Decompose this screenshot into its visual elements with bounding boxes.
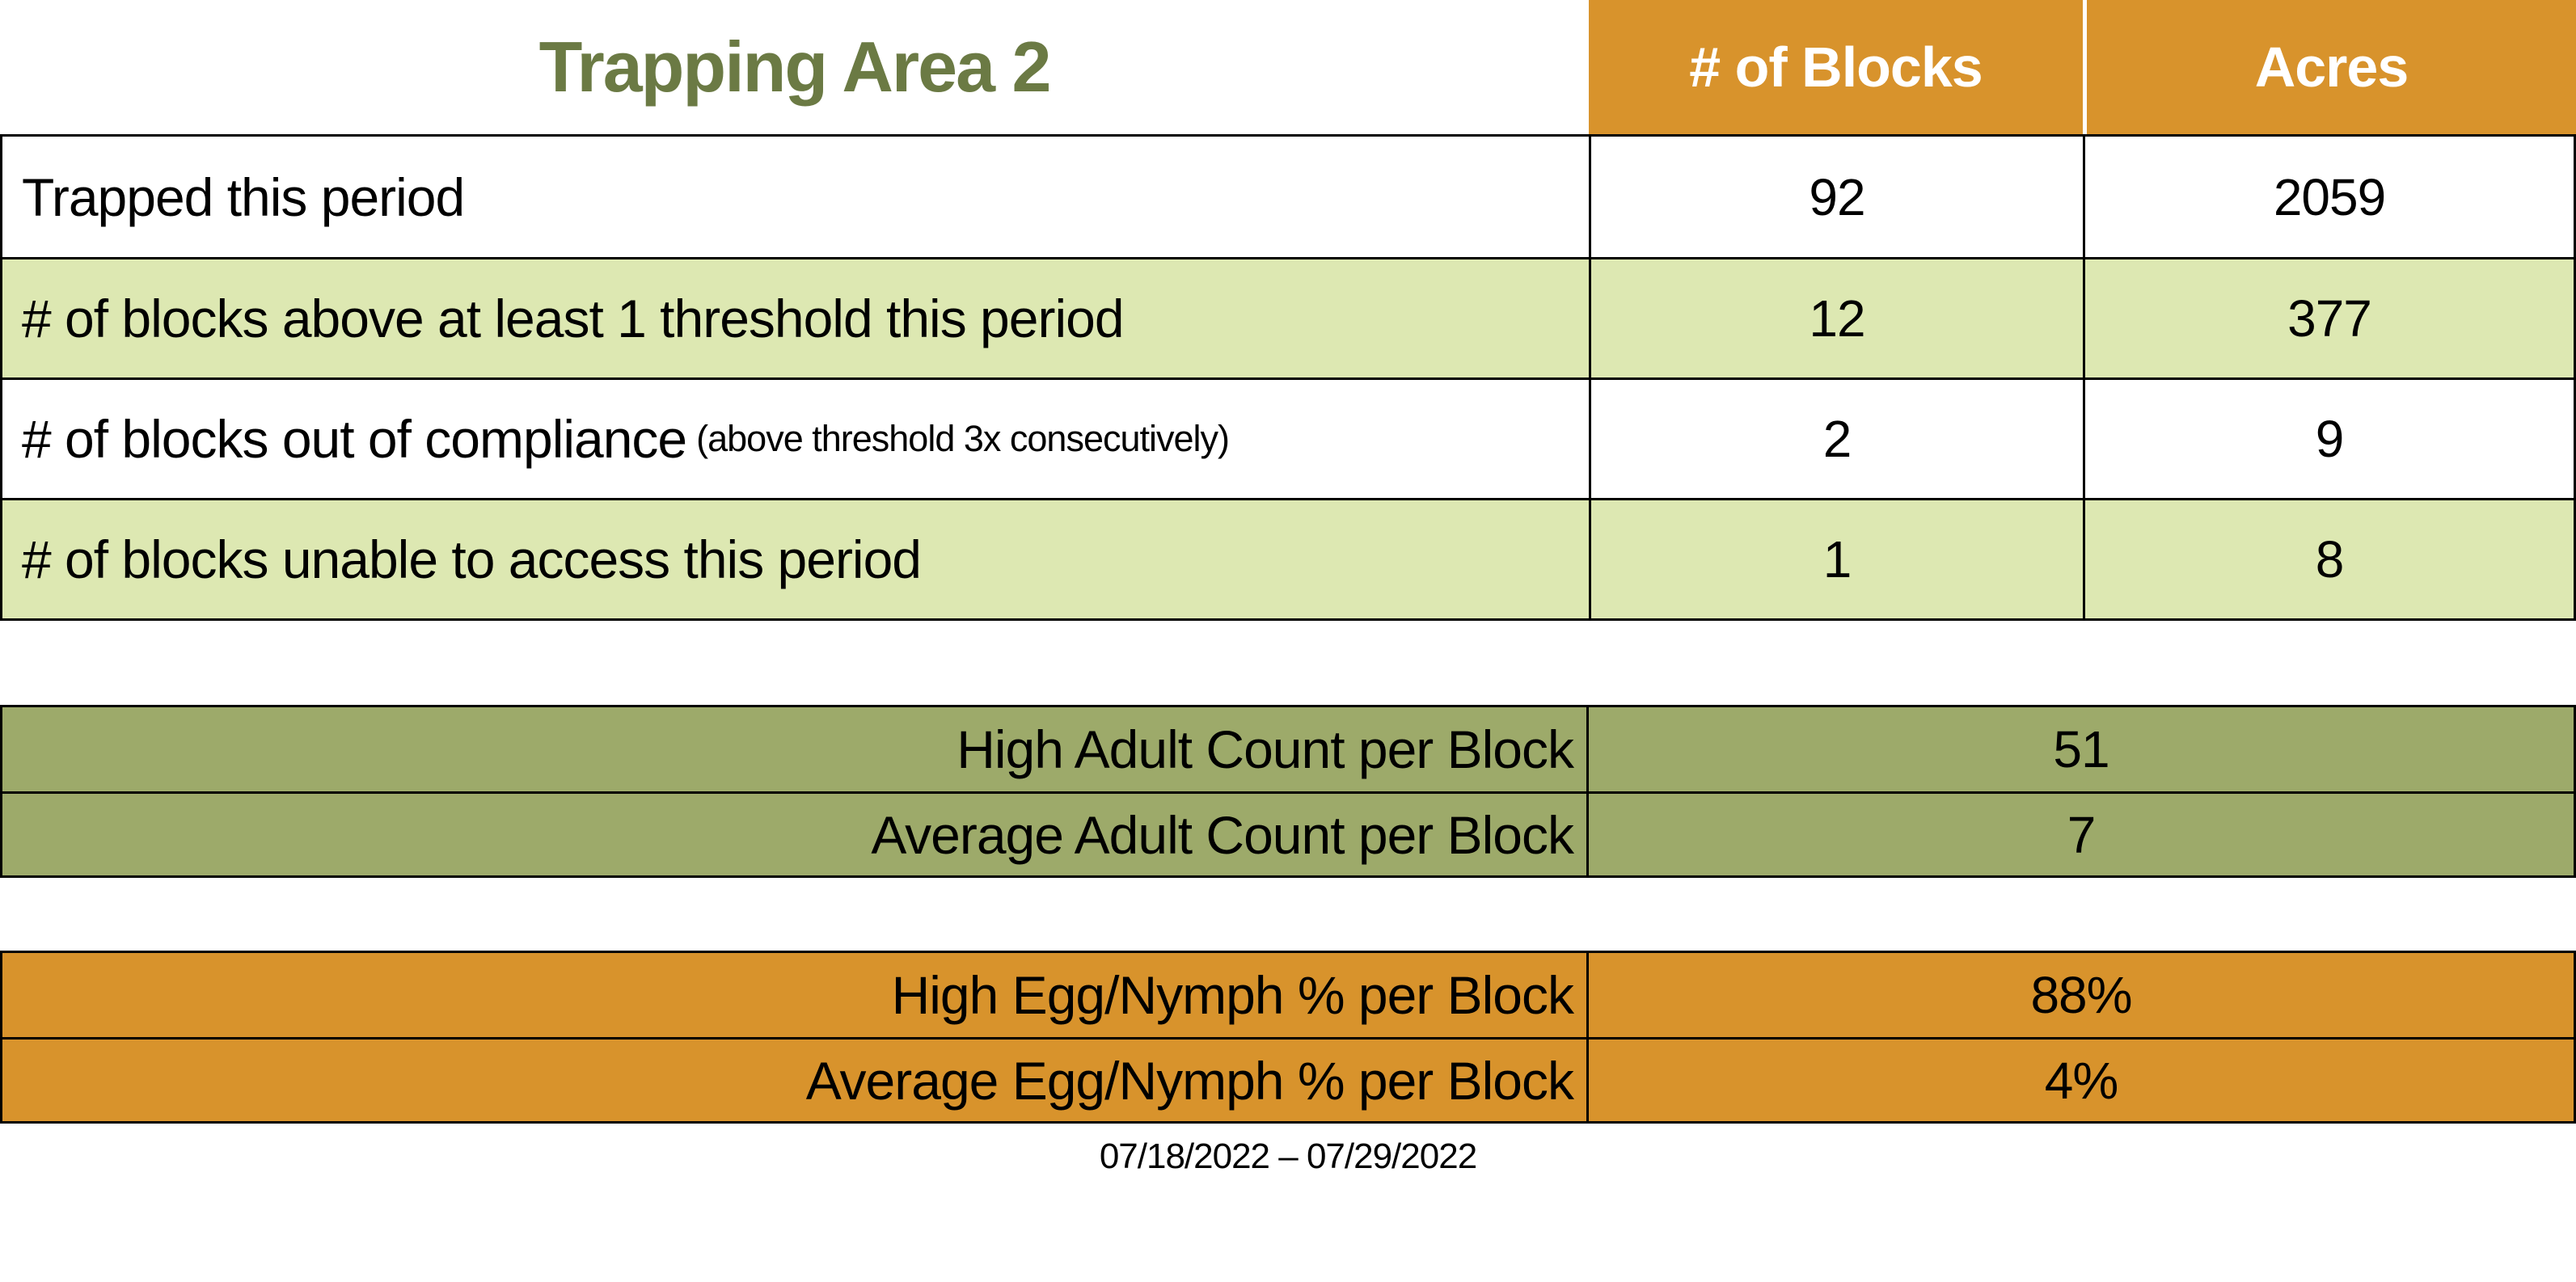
egg-nymph-table: High Egg/Nymph % per Block 88% Average E… bbox=[0, 951, 2576, 1124]
table-row-unable-to-access: # of blocks unable to access this period… bbox=[2, 498, 2574, 618]
table-row-high-adult: High Adult Count per Block 51 bbox=[2, 707, 2574, 791]
blocks-value: 92 bbox=[1589, 137, 2083, 257]
table-row-average-egg-nymph: Average Egg/Nymph % per Block 4% bbox=[2, 1037, 2574, 1121]
col-header-acres: Acres bbox=[2083, 0, 2576, 134]
row-label: High Adult Count per Block bbox=[2, 707, 1589, 791]
table-row-trapped: Trapped this period 92 2059 bbox=[2, 137, 2574, 257]
col-header-blocks: # of Blocks bbox=[1589, 0, 2083, 134]
acres-value: 8 bbox=[2083, 500, 2574, 618]
blocks-value: 2 bbox=[1589, 380, 2083, 498]
main-table-header: Trapping Area 2 # of Blocks Acres bbox=[0, 0, 2576, 134]
row-label-text: # of blocks out of compliance bbox=[22, 409, 687, 469]
table-row-out-of-compliance: # of blocks out of compliance (above thr… bbox=[2, 377, 2574, 498]
row-label-text: Trapped this period bbox=[22, 167, 465, 227]
row-label: # of blocks above at least 1 threshold t… bbox=[2, 259, 1589, 377]
blocks-value: 1 bbox=[1589, 500, 2083, 618]
row-label: # of blocks unable to access this period bbox=[2, 500, 1589, 618]
row-label: Average Egg/Nymph % per Block bbox=[2, 1040, 1589, 1121]
row-label: Trapped this period bbox=[2, 137, 1589, 257]
table-row-average-adult: Average Adult Count per Block 7 bbox=[2, 791, 2574, 875]
acres-value: 9 bbox=[2083, 380, 2574, 498]
acres-value: 377 bbox=[2083, 259, 2574, 377]
blocks-value: 12 bbox=[1589, 259, 2083, 377]
row-value: 88% bbox=[2030, 966, 2132, 1024]
acres-value: 2059 bbox=[2083, 137, 2574, 257]
summary-table: Trapped this period 92 2059 # of blocks … bbox=[0, 134, 2576, 621]
table-row-above-threshold: # of blocks above at least 1 threshold t… bbox=[2, 257, 2574, 377]
page-title: Trapping Area 2 bbox=[538, 27, 1052, 107]
row-value: 51 bbox=[2053, 720, 2109, 778]
row-label: Average Adult Count per Block bbox=[2, 794, 1589, 875]
row-label-text: # of blocks unable to access this period bbox=[22, 529, 922, 589]
table-row-high-egg-nymph: High Egg/Nymph % per Block 88% bbox=[2, 953, 2574, 1037]
row-label: # of blocks out of compliance (above thr… bbox=[2, 380, 1589, 498]
row-value: 7 bbox=[2067, 805, 2097, 864]
row-value: 4% bbox=[2044, 1051, 2119, 1110]
row-label-note: (above threshold 3x consecutively) bbox=[696, 418, 1230, 459]
date-range: 07/18/2022 – 07/29/2022 bbox=[1099, 1137, 1477, 1176]
row-label-text: # of blocks above at least 1 threshold t… bbox=[22, 289, 1125, 348]
row-label: High Egg/Nymph % per Block bbox=[2, 953, 1589, 1037]
adult-count-table: High Adult Count per Block 51 Average Ad… bbox=[0, 705, 2576, 878]
